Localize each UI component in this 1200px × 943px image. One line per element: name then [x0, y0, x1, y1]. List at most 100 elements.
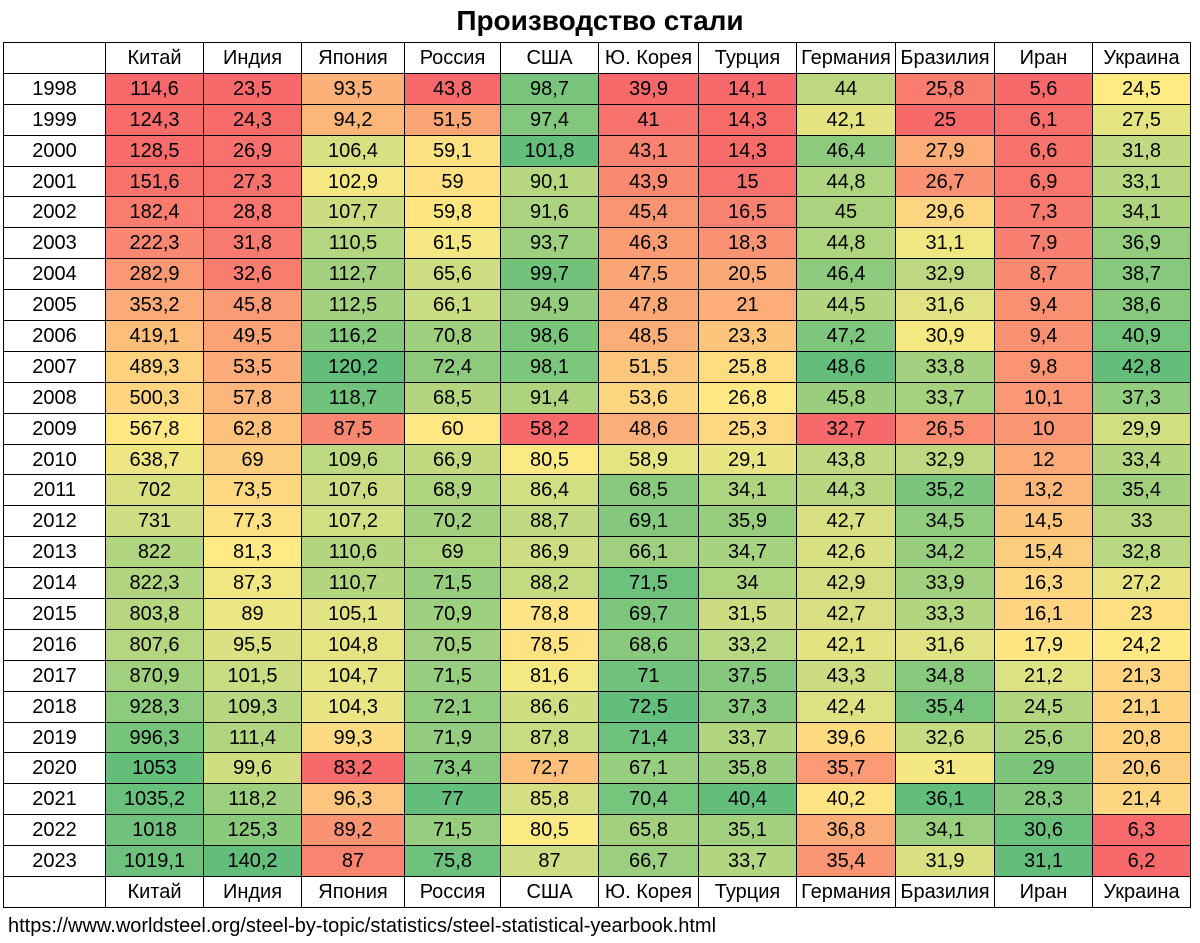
heat-cell: 23,3 — [698, 320, 797, 352]
table-row: 2010 638,7 69 109,6 66,9 80,5 58,9 29,1 43,8 32,9… — [3, 443, 1191, 476]
column-header: Бразилия — [895, 876, 995, 908]
heat-cell: 20,5 — [698, 258, 797, 291]
heat-cell: 31,5 — [698, 598, 797, 630]
heat-cell: 125,3 — [203, 814, 302, 847]
heat-cell: 31,6 — [895, 289, 995, 322]
heat-cell: 51,5 — [404, 103, 501, 136]
year-label: 2011 — [3, 474, 106, 507]
heat-cell: 35,9 — [698, 505, 797, 538]
column-header: Индия — [203, 42, 302, 74]
table-row: 2015 803,8 89 105,1 70,9 78,8 69,7 31,5 42,7 33,3… — [3, 598, 1191, 630]
heat-cell: 59,1 — [404, 134, 501, 167]
heat-cell: 34,2 — [895, 536, 995, 569]
table-row: 2021 1035,2 118,2 96,3 77 85,8 70,4 40,4 40,2 36,… — [3, 783, 1191, 816]
heat-cell: 46,4 — [796, 258, 896, 291]
heat-cell: 16,5 — [698, 196, 797, 229]
column-header: Россия — [404, 42, 501, 74]
heat-cell: 70,2 — [404, 505, 501, 538]
column-header: США — [500, 876, 599, 908]
heat-cell: 31,8 — [203, 227, 302, 260]
steel-production-table: Китай Индия Япония Россия США Ю. Корея Турция Г… — [3, 42, 1191, 908]
heat-cell: 66,9 — [404, 443, 501, 476]
heat-cell: 33,8 — [895, 350, 995, 383]
heat-cell: 94,9 — [500, 289, 599, 322]
heat-cell: 33,7 — [698, 845, 797, 878]
heat-cell: 702 — [105, 474, 204, 507]
heat-cell: 31,8 — [1092, 134, 1191, 167]
year-label: 2020 — [3, 752, 106, 785]
table-row: 2003 222,3 31,8 110,5 61,5 93,7 46,3 18,3 44,8 31… — [3, 227, 1191, 260]
heat-cell: 222,3 — [105, 227, 204, 260]
heat-cell: 58,2 — [500, 412, 599, 445]
heat-cell: 42,8 — [1092, 350, 1191, 383]
heat-cell: 78,5 — [500, 628, 599, 661]
heat-cell: 29 — [994, 752, 1093, 785]
year-label: 2013 — [3, 536, 106, 569]
heat-cell: 822 — [105, 536, 204, 569]
column-header: Ю. Корея — [598, 876, 699, 908]
corner-cell — [3, 42, 106, 74]
heat-cell: 13,2 — [994, 474, 1093, 507]
heat-cell: 75,8 — [404, 845, 501, 878]
heat-cell: 10,1 — [994, 381, 1093, 414]
heat-cell: 43,8 — [796, 443, 896, 476]
heat-cell: 6,9 — [994, 165, 1093, 198]
heat-cell: 14,3 — [698, 134, 797, 167]
heat-cell: 37,5 — [698, 659, 797, 692]
heat-cell: 68,5 — [404, 381, 501, 414]
heat-cell: 86,9 — [500, 536, 599, 569]
heat-cell: 87,5 — [301, 412, 405, 445]
heat-cell: 39,9 — [598, 72, 699, 105]
heat-cell: 70,4 — [598, 783, 699, 816]
heat-cell: 182,4 — [105, 196, 204, 229]
heat-cell: 77 — [404, 783, 501, 816]
heat-cell: 14,1 — [698, 72, 797, 105]
heat-cell: 35,1 — [698, 814, 797, 847]
column-header: Германия — [796, 42, 896, 74]
heat-cell: 66,1 — [598, 536, 699, 569]
heat-cell: 29,1 — [698, 443, 797, 476]
heat-cell: 6,2 — [1092, 845, 1191, 878]
heat-cell: 42,9 — [796, 567, 896, 600]
table-row: 2012 731 77,3 107,2 70,2 88,7 69,1 35,9 42,7 34,5… — [3, 505, 1191, 538]
heat-cell: 16,3 — [994, 567, 1093, 600]
heat-cell: 91,6 — [500, 196, 599, 229]
heat-cell: 21 — [698, 289, 797, 322]
heat-cell: 68,9 — [404, 474, 501, 507]
heat-cell: 34,7 — [698, 536, 797, 569]
heat-cell: 48,6 — [796, 350, 896, 383]
heat-cell: 98,1 — [500, 350, 599, 383]
heat-cell: 106,4 — [301, 134, 405, 167]
year-label: 2017 — [3, 659, 106, 692]
heat-cell: 282,9 — [105, 258, 204, 291]
heat-cell: 65,8 — [598, 814, 699, 847]
heat-cell: 6,1 — [994, 103, 1093, 136]
heat-cell: 27,3 — [203, 165, 302, 198]
year-label: 2018 — [3, 690, 106, 723]
heat-cell: 16,1 — [994, 598, 1093, 630]
column-header: США — [500, 42, 599, 74]
heat-cell: 1035,2 — [105, 783, 204, 816]
heat-cell: 36,9 — [1092, 227, 1191, 260]
year-label: 2021 — [3, 783, 106, 816]
heat-cell: 35,4 — [796, 845, 896, 878]
heat-cell: 5,6 — [994, 72, 1093, 105]
heat-cell: 25,3 — [698, 412, 797, 445]
heat-cell: 34,1 — [1092, 196, 1191, 229]
heat-cell: 101,8 — [500, 134, 599, 167]
heat-cell: 35,4 — [1092, 474, 1191, 507]
heat-cell: 104,3 — [301, 690, 405, 723]
heat-cell: 104,8 — [301, 628, 405, 661]
heat-cell: 31,1 — [994, 845, 1093, 878]
table-row: 2006 419,1 49,5 116,2 70,8 98,6 48,5 23,3 47,2 30… — [3, 320, 1191, 352]
heat-cell: 27,5 — [1092, 103, 1191, 136]
heat-cell: 43,3 — [796, 659, 896, 692]
heat-cell: 65,6 — [404, 258, 501, 291]
heat-cell: 95,5 — [203, 628, 302, 661]
heat-cell: 32,6 — [895, 721, 995, 754]
table-row: 2001 151,6 27,3 102,9 59 90,1 43,9 15 44,8 26,7 6,… — [3, 165, 1191, 198]
heat-cell: 30,9 — [895, 320, 995, 352]
heat-cell: 870,9 — [105, 659, 204, 692]
heat-cell: 87,3 — [203, 567, 302, 600]
heat-cell: 80,5 — [500, 814, 599, 847]
